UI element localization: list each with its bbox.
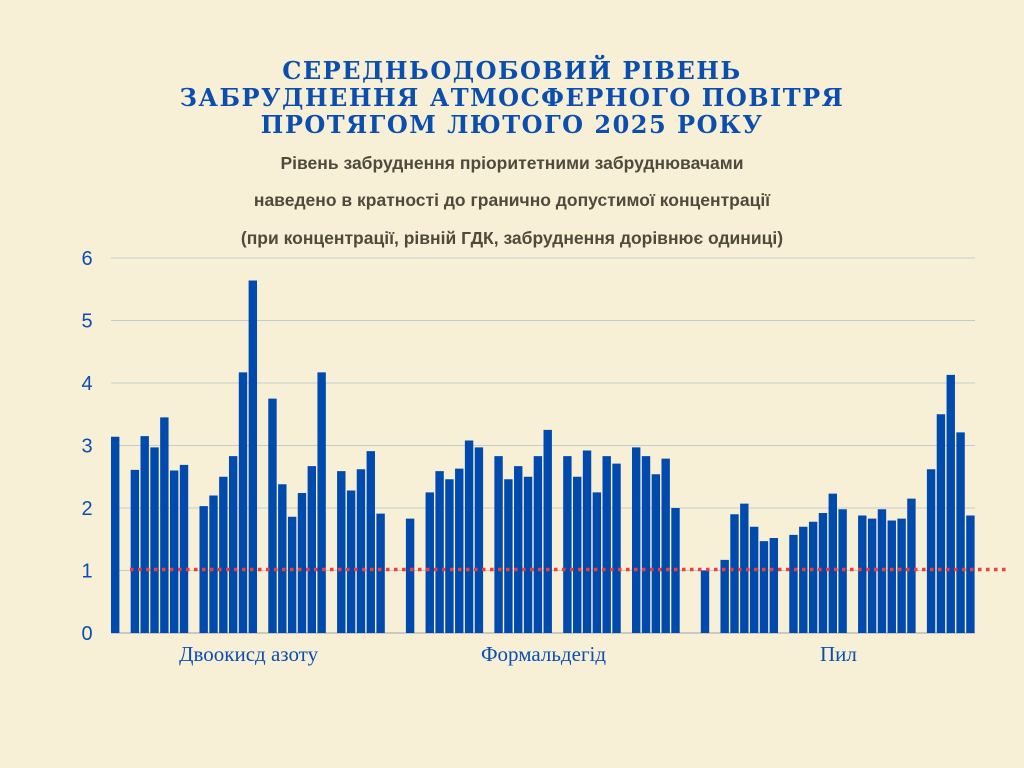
bar [179,464,189,633]
bar [828,493,837,633]
bar [307,466,316,633]
bar [445,479,454,633]
bar [366,451,375,633]
bar [759,541,769,633]
subtitle-line-1: Рівень забруднення пріоритетними забрудн… [280,153,744,173]
y-tick-label: 4 [81,373,92,395]
bar [563,456,572,633]
bar [504,479,513,633]
bar [582,450,592,633]
bar [464,440,474,633]
y-tick-label: 6 [81,248,92,270]
bar [523,476,533,633]
bar [405,518,415,633]
title-line: СЕРЕДНЬОДОБОВИЙ РІВЕНЬ [282,56,742,85]
bar [140,436,149,633]
bar [268,398,277,633]
y-tick-label: 3 [81,436,92,458]
bar [130,469,140,633]
bar [494,456,503,633]
bar [111,436,120,633]
subtitle-line-2: наведено в кратності до гранично допусти… [253,190,771,210]
bar [435,471,444,633]
bar [769,538,779,633]
bar [455,468,464,633]
bar [789,534,798,633]
category-label: Пил [820,642,857,666]
bar [278,484,287,633]
bar [867,518,877,633]
bar [209,495,218,633]
bar [926,469,936,633]
bar [592,492,602,633]
bar [946,374,955,633]
bar [730,514,739,633]
bar [356,469,366,633]
chart-title: СЕРЕДНЬОДОБОВИЙ РІВЕНЬ ЗАБРУДНЕННЯ АТМОС… [0,57,1024,138]
bar [150,447,159,633]
bar [936,414,946,633]
bar [818,513,828,633]
bar [749,526,759,633]
bar [602,456,611,633]
y-tick-label: 0 [81,623,92,645]
bar [799,526,808,633]
bar [631,447,641,633]
bar [514,466,523,633]
title-line: ЗАБРУДНЕННЯ АТМОСФЕРНОГО ПОВІТРЯ [179,83,845,112]
bar [612,463,621,633]
bar [956,432,965,633]
bar [700,570,710,633]
bar [720,559,729,633]
bar [248,280,258,633]
bar [897,518,906,633]
category-label: Формальдегід [481,642,606,666]
y-tick-label: 5 [81,311,92,333]
bar [228,456,238,633]
bar [858,515,867,633]
bar [376,513,385,633]
bar [808,521,818,633]
bar [317,372,326,633]
title-line: ПРОТЯГОМ ЛЮТОГО 2025 РОКУ [260,110,764,139]
bar [877,509,887,633]
bar [533,456,543,633]
bar [337,471,346,633]
bar [238,372,248,633]
bar [425,492,434,633]
bar [543,429,552,633]
subtitle-line-3: (при концентрації, рівній ГДК, забруднен… [240,228,784,248]
bar [661,458,670,633]
bar [169,470,179,633]
bar [474,447,484,633]
bar [573,476,582,633]
y-tick-label: 1 [81,561,92,583]
category-label: Двоокисд азоту [179,642,318,666]
bar [651,474,661,633]
bar [346,490,356,633]
bar [641,456,651,633]
bar [297,493,307,633]
bar [907,498,916,633]
bar [966,515,975,633]
y-tick-label: 2 [81,498,92,520]
bar [160,417,169,633]
bar [287,516,297,633]
bar [887,520,896,633]
bar [740,503,749,633]
bar [219,476,228,633]
